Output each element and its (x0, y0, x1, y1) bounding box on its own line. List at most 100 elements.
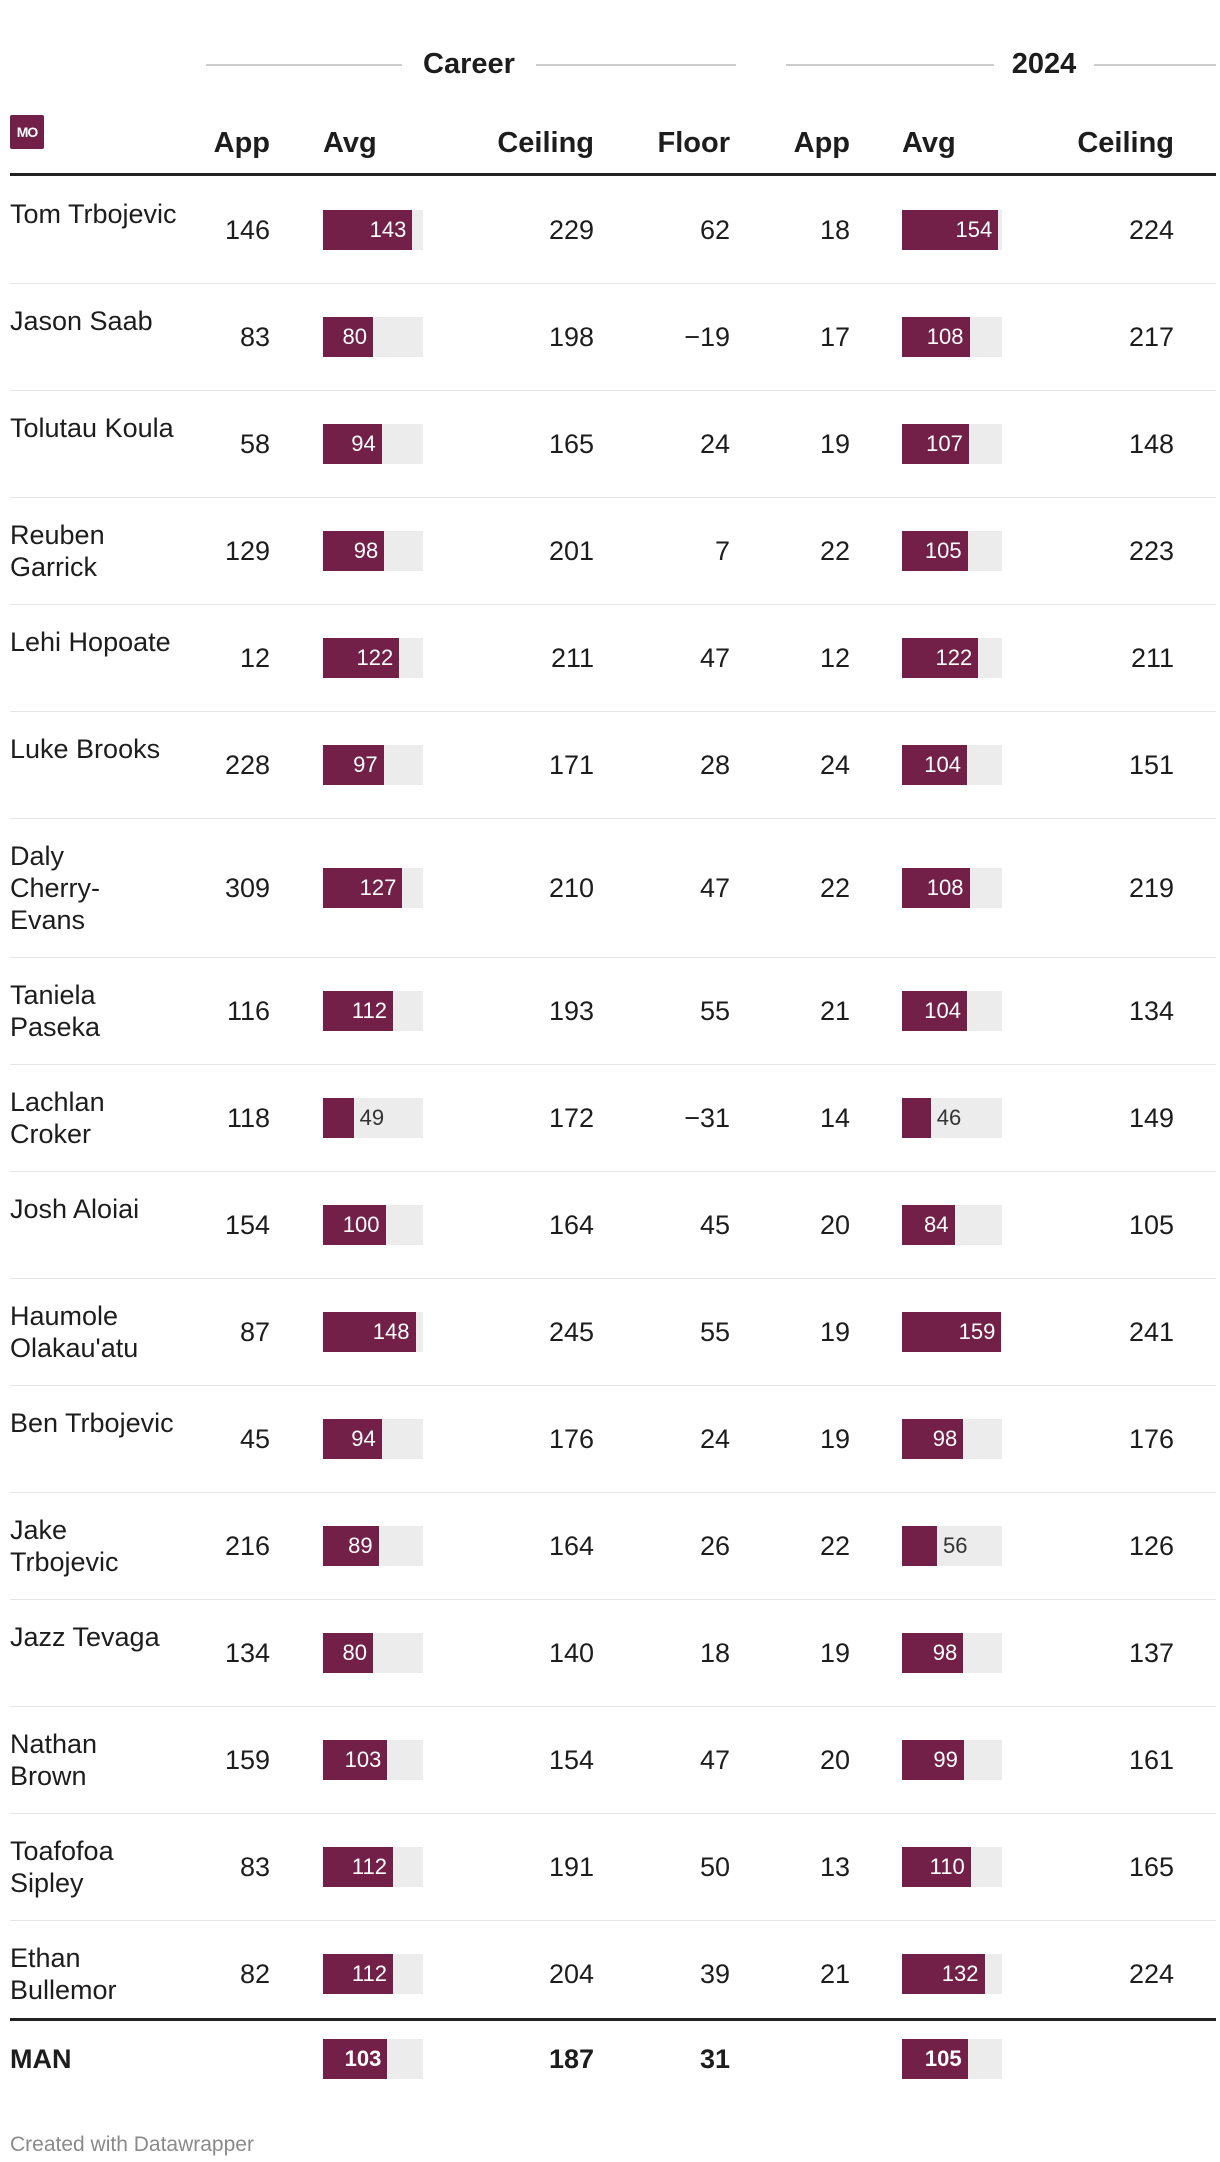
career-avg-bar (323, 1739, 388, 1780)
season-ceiling-value: 134 (1128, 995, 1174, 1026)
career-ceiling-value: 245 (548, 1316, 594, 1347)
season-ceiling-value: 161 (1128, 1744, 1174, 1775)
career-ceiling-value: 164 (548, 1209, 594, 1240)
season-avg-bar (902, 990, 967, 1031)
career-avg-label: 97 (353, 751, 378, 777)
career-app-value: 118 (226, 1102, 270, 1133)
career-app-value: 58 (239, 428, 270, 459)
season-ceiling-value: 176 (1128, 1423, 1174, 1454)
season-avg-track: 46 (902, 1097, 1002, 1138)
career-avg-bar (323, 530, 385, 571)
career-floor-value: 55 (699, 1316, 730, 1347)
season-avg-bar (902, 1739, 964, 1780)
season-ceiling-value: 224 (1128, 1958, 1174, 1989)
career-avg-track: 97 (323, 744, 423, 785)
season-avg-bar (902, 1953, 985, 1994)
season-ceiling-value: 126 (1128, 1530, 1174, 1561)
career-avg-bar (323, 1632, 373, 1673)
season-avg-label: 99 (933, 1746, 958, 1772)
season-ceiling-value: 137 (1128, 1637, 1174, 1668)
career-avg-label: 94 (351, 1425, 376, 1451)
player-name: Jazz Tevaga (10, 1621, 160, 1652)
table-row: Jake Trbojevic 216 89 164 26 22 56 126 (10, 1492, 1216, 1600)
career-ceiling-value: 210 (548, 872, 594, 903)
header-career-avg: Avg (323, 127, 377, 159)
career-avg-label: 122 (356, 644, 394, 670)
season-avg-label: 98 (932, 1425, 958, 1451)
season-avg-track: 108 (902, 867, 1002, 908)
career-avg-track: 127 (323, 867, 423, 908)
total-career-floor: 31 (699, 2044, 730, 2074)
career-ceiling-value: 154 (548, 1744, 594, 1775)
career-avg-label: 89 (348, 1532, 373, 1558)
season-ceiling-value: 149 (1128, 1102, 1174, 1133)
season-app-value: 22 (819, 535, 850, 566)
season-avg-label: 104 (924, 751, 961, 777)
career-ceiling-value: 201 (548, 535, 594, 566)
table-row: Haumole Olakau'atu 87 148 245 55 19 159 241 (10, 1278, 1216, 1386)
season-avg-label: 56 (943, 1532, 968, 1558)
career-ceiling-value: 211 (550, 642, 594, 673)
table-row: Tom Trbojevic 146 143 229 62 18 154 224 (10, 176, 1216, 284)
season-avg-bar (902, 867, 970, 908)
season-group-label: 2024 (994, 44, 1094, 84)
season-ceiling-value: 219 (1128, 872, 1174, 903)
career-app-value: 159 (224, 1744, 270, 1775)
total-season-avg-label: 105 (924, 2046, 962, 2071)
season-app-value: 20 (819, 1209, 850, 1240)
career-avg-track: 103 (323, 1739, 423, 1780)
career-avg-bar (323, 990, 393, 1031)
table-row: Taniela Paseka 116 112 193 55 21 104 134 (10, 957, 1216, 1065)
career-group-header: Career (206, 44, 736, 84)
table-row: Ethan Bullemor 82 112 204 39 21 132 224 (10, 1920, 1216, 2027)
career-avg-track: 112 (323, 990, 423, 1031)
career-ceiling-value: 165 (548, 428, 594, 459)
season-app-value: 13 (819, 1851, 850, 1882)
season-ceiling-value: 148 (1128, 428, 1174, 459)
career-avg-track: 98 (323, 530, 423, 571)
career-avg-bar (323, 209, 413, 250)
career-ceiling-value: 229 (548, 214, 594, 245)
career-group-label: Career (402, 44, 536, 84)
career-avg-label: 127 (359, 874, 397, 900)
career-avg-track: 112 (323, 1846, 423, 1887)
total-career-avg-bar (323, 2039, 388, 2079)
table-row: Lehi Hopoate 12 122 211 47 12 122 211 (10, 604, 1216, 712)
career-ceiling-value: 191 (548, 1851, 594, 1882)
season-ceiling-value: 241 (1128, 1316, 1174, 1347)
season-app-value: 19 (819, 1423, 850, 1454)
career-app-value: 83 (239, 321, 270, 352)
season-avg-bar (902, 744, 967, 785)
career-avg-label: 98 (353, 537, 379, 563)
season-app-value: 19 (819, 1637, 850, 1668)
player-name: Lehi Hopoate (10, 626, 171, 657)
season-ceiling-value: 105 (1128, 1209, 1174, 1240)
career-ceiling-value: 171 (548, 749, 594, 780)
season-avg-bar (902, 1204, 955, 1245)
career-avg-label: 49 (359, 1104, 385, 1130)
season-avg-label: 105 (924, 537, 962, 563)
season-avg-bar (902, 1097, 931, 1138)
season-app-value: 24 (819, 749, 850, 780)
season-avg-track: 105 (902, 530, 1002, 571)
season-avg-bar (902, 423, 969, 464)
team-total-row: MAN 103 187 31 105 (10, 2022, 1216, 2096)
season-avg-label: 110 (929, 1853, 965, 1879)
career-ceiling-value: 140 (548, 1637, 594, 1668)
season-avg-label: 107 (926, 430, 963, 456)
table-row: Reuben Garrick 129 98 201 7 22 105 223 (10, 497, 1216, 605)
header-career-ceiling: Ceiling (497, 127, 594, 159)
table-row: Jason Saab 83 80 198 −19 17 108 217 (10, 283, 1216, 391)
season-avg-bar (902, 637, 979, 678)
season-ceiling-value: 211 (1130, 642, 1174, 673)
player-name: Reuben Garrick (10, 519, 105, 582)
career-ceiling-value: 164 (548, 1530, 594, 1561)
career-avg-label: 80 (342, 323, 367, 349)
season-avg-label: 122 (935, 644, 973, 670)
season-avg-label: 132 (941, 1960, 979, 1986)
career-app-value: 87 (239, 1316, 270, 1347)
career-app-value: 134 (224, 1637, 270, 1668)
season-avg-label: 104 (924, 997, 961, 1023)
season-avg-track: 104 (902, 990, 1002, 1031)
column-header-row: MO App Avg Ceiling Floor App Avg Ceiling (10, 115, 1216, 175)
